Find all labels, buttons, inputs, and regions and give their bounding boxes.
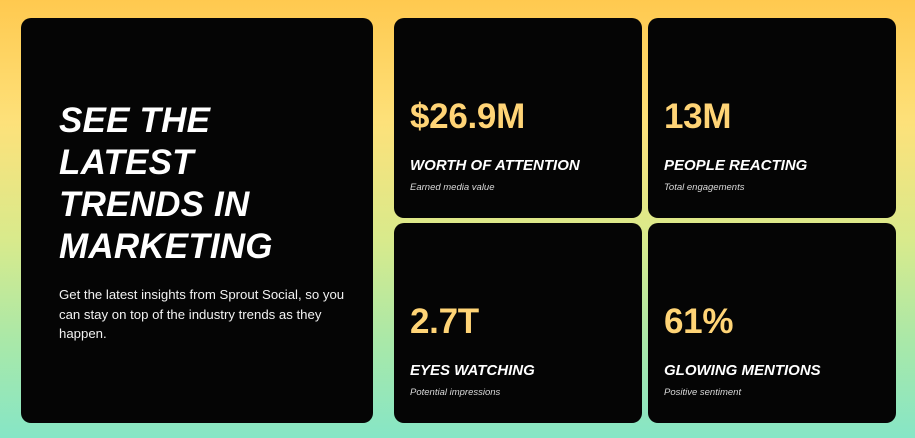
hero-title: SEE THE LATEST TRENDS IN MARKETING <box>59 100 359 268</box>
hero-title-line: MARKETING <box>59 227 273 266</box>
stat-card-engagements: 13M PEOPLE REACTING Total engagements <box>648 18 896 218</box>
stat-label: GLOWING MENTIONS <box>664 362 821 379</box>
hero-title-line: LATEST <box>59 143 194 182</box>
stat-value: 2.7T <box>410 302 479 341</box>
stat-label: EYES WATCHING <box>410 362 535 379</box>
hero-title-line: TRENDS IN <box>59 185 250 224</box>
stat-value: $26.9M <box>410 97 525 136</box>
hero-card: SEE THE LATEST TRENDS IN MARKETING Get t… <box>21 18 373 423</box>
stat-sublabel: Total engagements <box>664 182 745 193</box>
stat-sublabel: Potential impressions <box>410 387 501 398</box>
stat-label: PEOPLE REACTING <box>664 157 808 174</box>
stat-sublabel: Positive sentiment <box>664 387 742 398</box>
hero-title-line: SEE THE <box>59 101 211 140</box>
hero-description: Get the latest insights from Sprout Soci… <box>59 287 345 341</box>
stat-value: 61% <box>664 302 734 341</box>
stat-card-sentiment: 61% GLOWING MENTIONS Positive sentiment <box>648 223 896 423</box>
stat-card-impressions: 2.7T EYES WATCHING Potential impressions <box>394 223 642 423</box>
stat-value: 13M <box>664 97 732 136</box>
stat-label: WORTH OF ATTENTION <box>410 157 580 174</box>
stat-card-earned-media: $26.9M WORTH OF ATTENTION Earned media v… <box>394 18 642 218</box>
stat-sublabel: Earned media value <box>410 182 495 193</box>
